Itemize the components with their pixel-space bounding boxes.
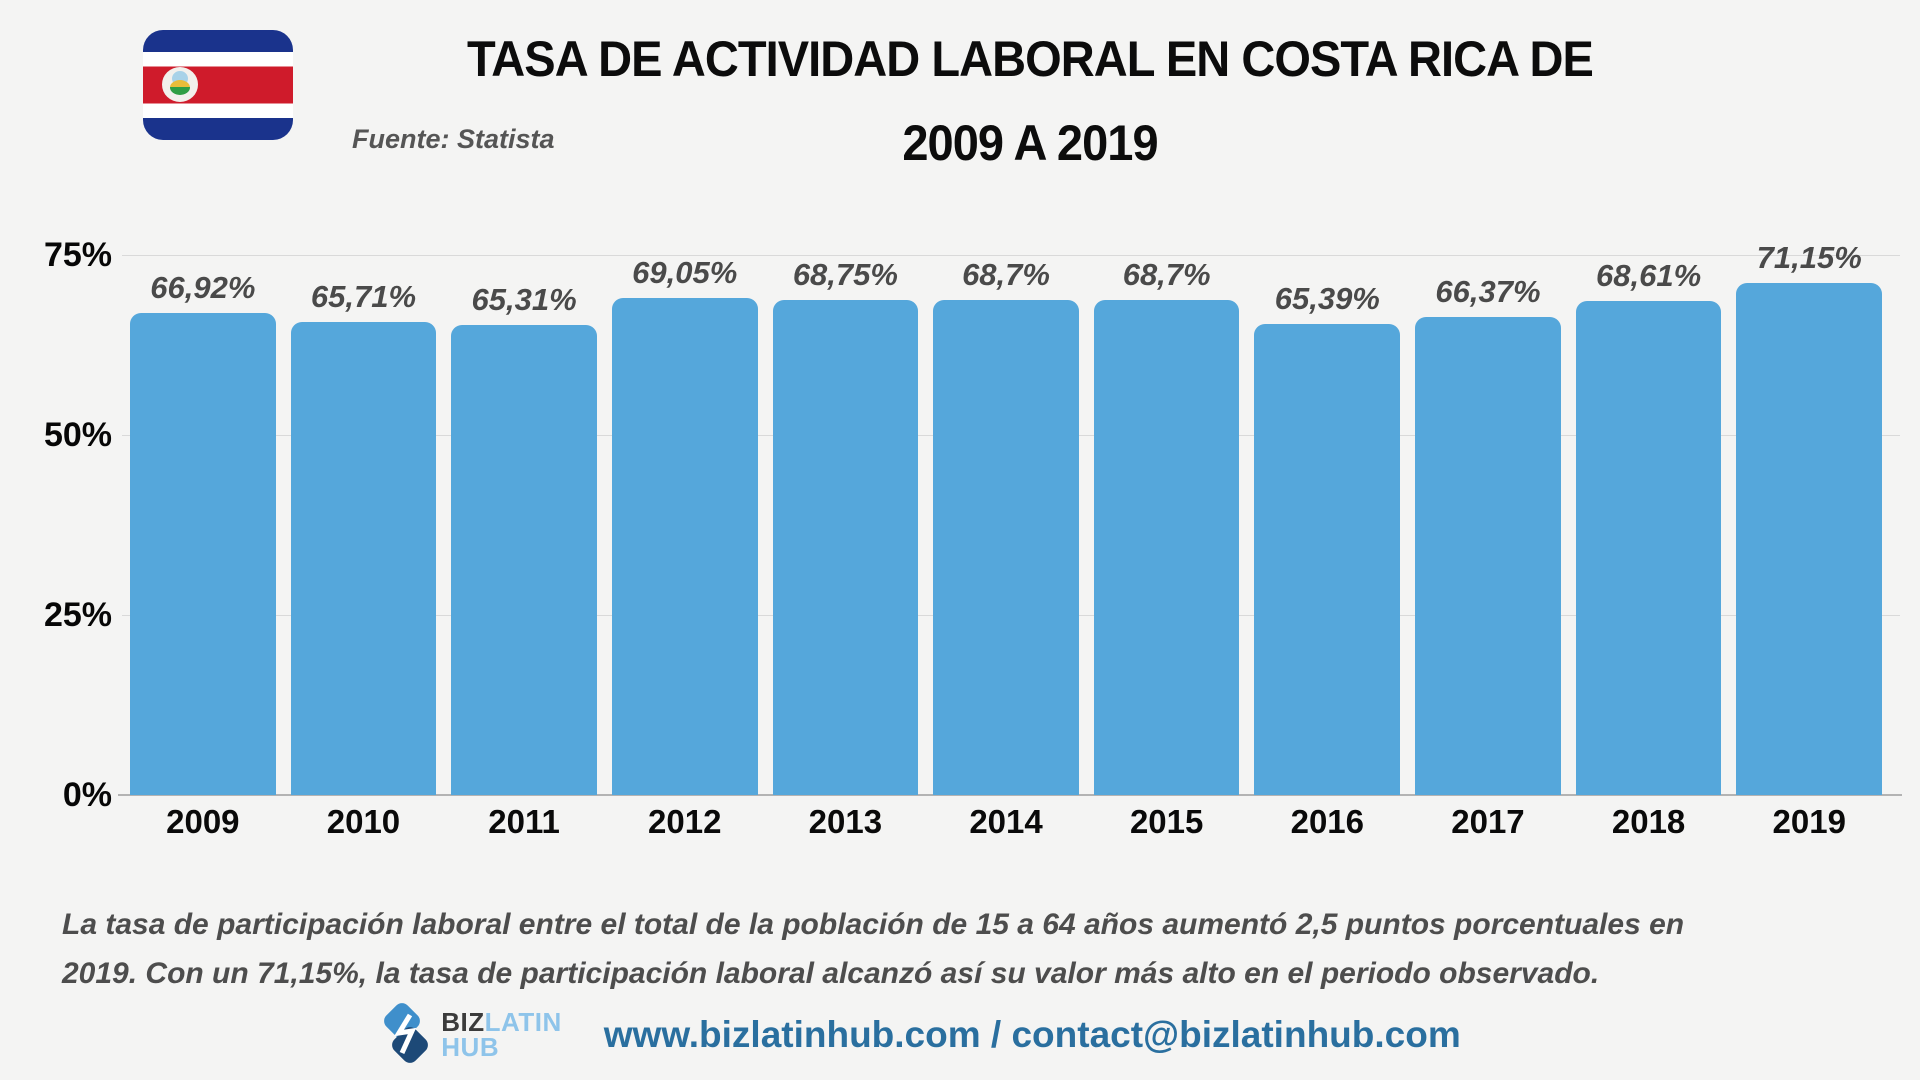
x-tick-label: 2016 bbox=[1290, 803, 1365, 840]
bar-2010 bbox=[290, 321, 437, 795]
title-line-2: 2009 A 2019 bbox=[902, 115, 1158, 171]
bar-2014 bbox=[933, 300, 1079, 795]
bar-value-label: 69,05% bbox=[632, 254, 738, 290]
logo-text-biz: BIZ bbox=[441, 1007, 485, 1037]
chart-title: TASA DE ACTIVIDAD LABORAL EN COSTA RICA … bbox=[250, 30, 1810, 172]
bar-column-2013: 68,75% 2013 bbox=[772, 210, 919, 840]
bar-value-label: 65,31% bbox=[471, 281, 577, 317]
bar-column-2018: 68,61% 2018 bbox=[1575, 210, 1722, 840]
x-tick-label: 2017 bbox=[1451, 803, 1525, 840]
y-tick-label: 75% bbox=[43, 236, 112, 274]
x-tick-label: 2015 bbox=[1129, 803, 1204, 840]
costa-rica-flag-icon bbox=[143, 30, 293, 140]
bar-column-2010: 65,71% 2010 bbox=[290, 210, 437, 840]
bar-value-label: 68,7% bbox=[1122, 257, 1211, 293]
x-tick-label: 2019 bbox=[1772, 803, 1846, 840]
bar-column-2019: 71,15% 2019 bbox=[1736, 210, 1883, 840]
bar-2009 bbox=[130, 313, 276, 795]
bar-column-2017: 66,37% 2017 bbox=[1415, 210, 1561, 840]
source-note: Fuente: Statista bbox=[352, 124, 555, 154]
bar-2011 bbox=[451, 324, 597, 795]
gridline-75% bbox=[122, 255, 1900, 256]
y-tick-label: 0% bbox=[62, 776, 112, 814]
bar-2013 bbox=[772, 300, 919, 795]
costa-rica-flag-emblem bbox=[162, 67, 198, 102]
y-tick-label: 25% bbox=[43, 596, 112, 634]
x-tick-label: 2014 bbox=[969, 803, 1043, 840]
x-tick-label: 2012 bbox=[648, 803, 722, 840]
contact-line: www.bizlatinhub.com / contact@bizlatinhu… bbox=[603, 1014, 1461, 1055]
bar-value-label: 68,7% bbox=[962, 257, 1050, 293]
bizlatinhub-logo-icon bbox=[384, 1003, 429, 1063]
bar-column-2014: 68,7% 2014 bbox=[933, 210, 1079, 840]
bar-2018 bbox=[1575, 301, 1722, 795]
y-tick-label: 50% bbox=[43, 416, 112, 454]
x-tick-label: 2013 bbox=[808, 803, 883, 840]
x-tick-label: 2011 bbox=[488, 803, 560, 840]
bar-value-label: 68,75% bbox=[792, 257, 898, 292]
bar-column-2015: 68,7% 2015 bbox=[1093, 210, 1240, 840]
bar-value-label: 65,39% bbox=[1274, 281, 1380, 317]
footer: BIZLATIN HUB www.bizlatinhub.com / conta… bbox=[0, 1000, 1880, 1070]
bars: 66,92% 2009 65,71% 2010 65,31% 2011 69,05% 2012… bbox=[130, 210, 1883, 840]
bar-2019 bbox=[1736, 282, 1883, 795]
bar-value-label: 66,37% bbox=[1435, 274, 1541, 310]
x-tick-label: 2009 bbox=[166, 803, 240, 840]
bar-2015 bbox=[1093, 300, 1240, 795]
logo-text-hub: HUB bbox=[441, 1032, 500, 1062]
bar-column-2012: 69,05% 2012 bbox=[611, 210, 758, 840]
logo-text-latin: LATIN bbox=[484, 1007, 562, 1037]
bizlatinhub-logo: BIZLATIN HUB bbox=[379, 1002, 562, 1068]
x-tick-label: 2018 bbox=[1611, 803, 1686, 840]
bar-value-label: 66,92% bbox=[150, 270, 256, 306]
title-line-1: TASA DE ACTIVIDAD LABORAL EN COSTA RICA … bbox=[467, 31, 1594, 87]
bar-column-2011: 65,31% 2011 bbox=[451, 210, 597, 840]
bar-value-label: 71,15% bbox=[1756, 239, 1862, 275]
bar-value-label: 65,71% bbox=[310, 278, 417, 314]
bar-column-2016: 65,39% 2016 bbox=[1254, 210, 1401, 840]
x-tick-label: 2010 bbox=[326, 803, 401, 840]
bar-value-label: 68,61% bbox=[1596, 258, 1702, 294]
caption-text: La tasa de participación laboral entre e… bbox=[62, 908, 1685, 990]
bar-2012 bbox=[611, 297, 758, 795]
x-axis-line bbox=[118, 794, 1902, 796]
bar-2016 bbox=[1254, 324, 1401, 795]
bar-column-2009: 66,92% 2009 bbox=[130, 210, 276, 840]
bar-2017 bbox=[1415, 317, 1561, 795]
bizlatinhub-logo-text: BIZLATIN HUB bbox=[441, 1007, 562, 1062]
